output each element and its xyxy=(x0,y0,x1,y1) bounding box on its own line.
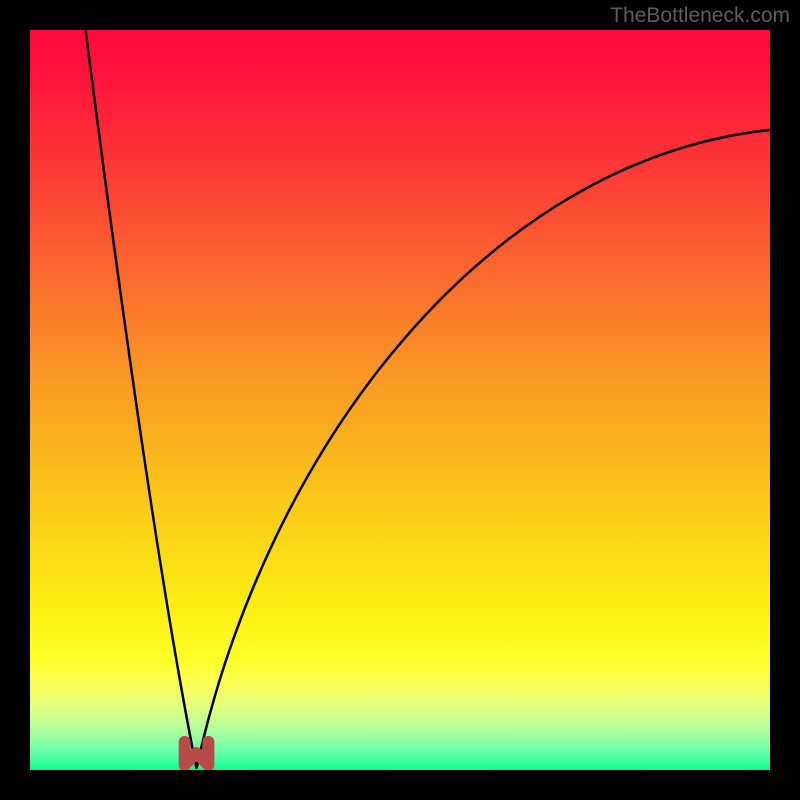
bottleneck-curve-plot xyxy=(0,0,800,800)
chart-stage: TheBottleneck.com xyxy=(0,0,800,800)
plot-background xyxy=(30,30,770,770)
watermark-label: TheBottleneck.com xyxy=(610,4,790,28)
